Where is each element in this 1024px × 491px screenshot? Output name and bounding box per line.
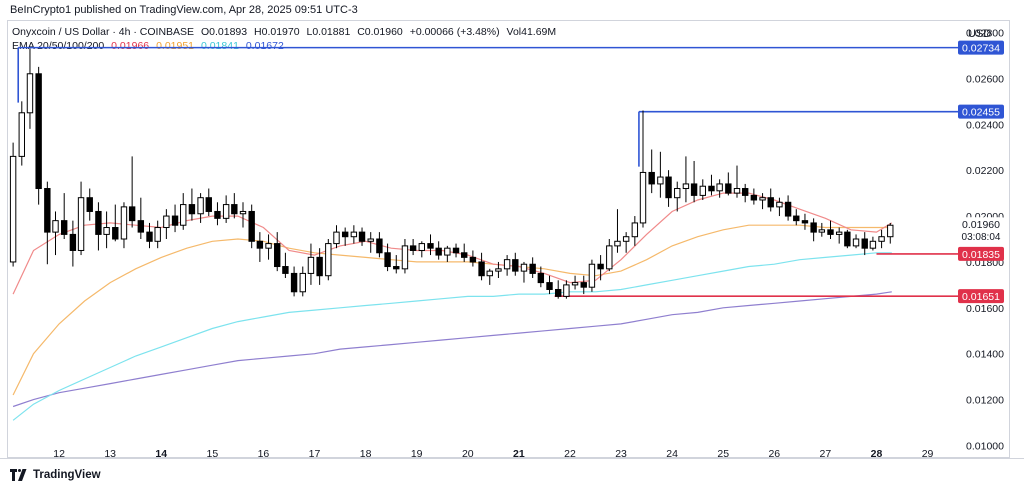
ema100-value: 0.01841	[200, 40, 239, 52]
close-value: C0.01960	[357, 26, 403, 38]
ema20-value: 0.01966	[111, 40, 150, 52]
publish-line: BeInCrypto1 published on TradingView.com…	[10, 4, 358, 16]
ema50-value: 0.01951	[156, 40, 195, 52]
open-value: O0.01893	[200, 26, 248, 38]
ema-legend: EMA 20/50/100/200 0.01966 0.01951 0.0184…	[12, 40, 288, 52]
change-value: +0.00066 (+3.48%)	[409, 26, 500, 38]
ema200-value: 0.01672	[245, 40, 284, 52]
currency-label[interactable]: USD	[968, 28, 992, 40]
footer-bar	[0, 458, 1024, 491]
tradingview-logo-icon	[10, 469, 27, 481]
symbol-title[interactable]: Onyxcoin / US Dollar · 4h · COINBASE	[12, 26, 195, 38]
volume-value: Vol41.69M	[506, 26, 557, 38]
tradingview-brand: TradingView	[33, 469, 101, 481]
high-value: H0.01970	[254, 26, 300, 38]
low-value: L0.01881	[306, 26, 351, 38]
ohlc-legend: Onyxcoin / US Dollar · 4h · COINBASE O0.…	[12, 26, 560, 38]
chart-area[interactable]	[7, 20, 1010, 458]
tradingview-logo[interactable]: TradingView	[10, 466, 101, 484]
ema-label[interactable]: EMA 20/50/100/200	[12, 40, 105, 52]
